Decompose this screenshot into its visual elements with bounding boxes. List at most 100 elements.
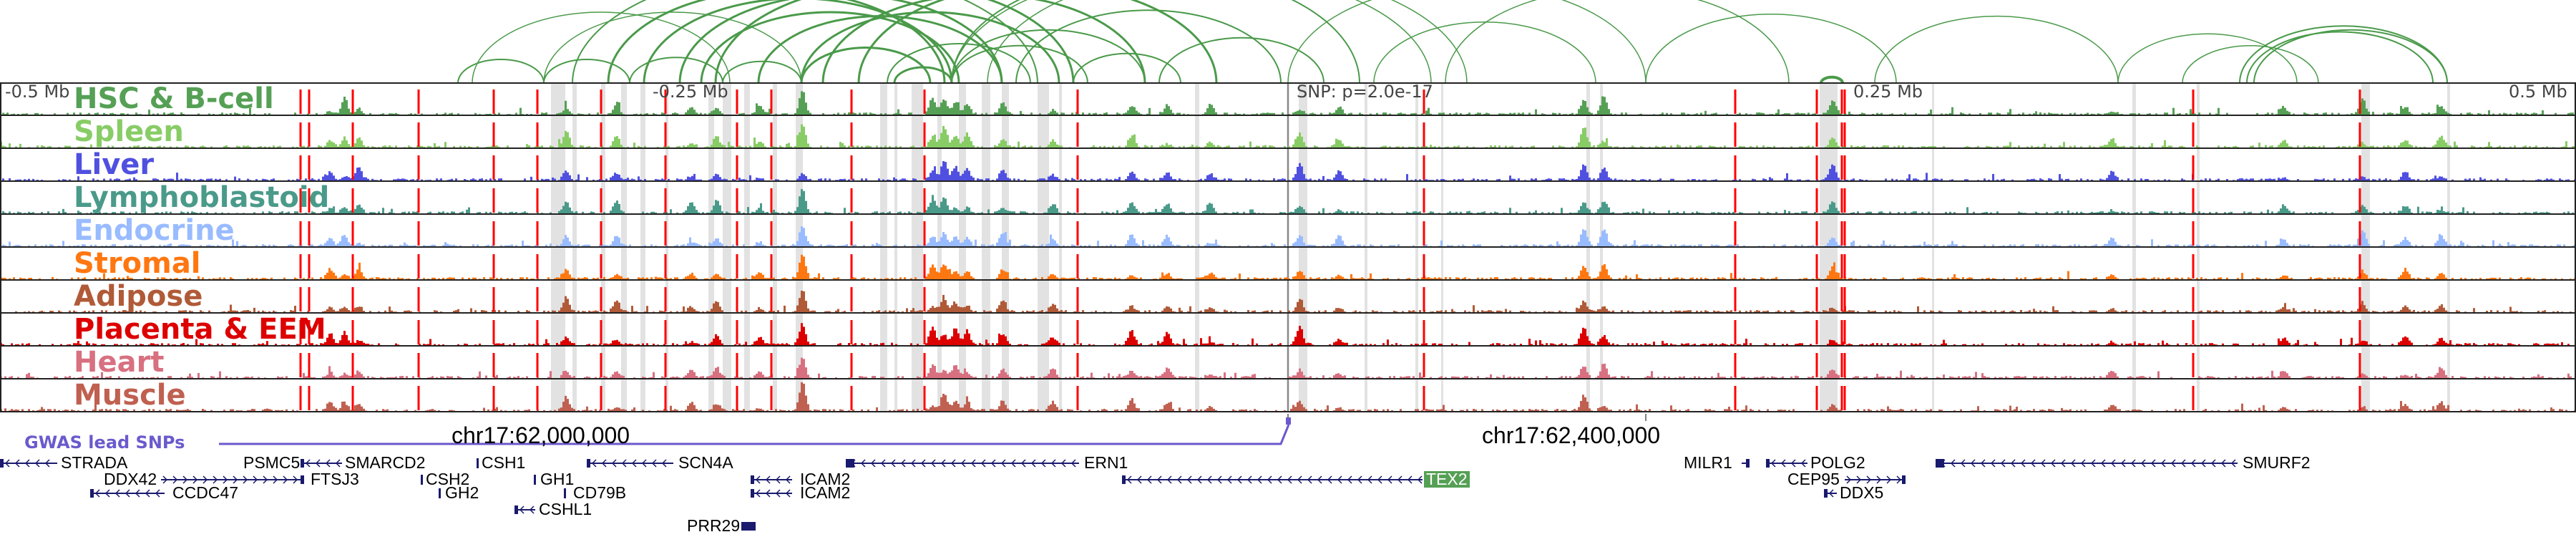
loop-arc [1073, 52, 1181, 83]
strand-arrow [2160, 459, 2166, 468]
loop-arc [2182, 45, 2319, 83]
loop-arc [714, 0, 1075, 83]
gene-gh2[interactable]: GH2 [445, 483, 479, 502]
gene-exon [1122, 475, 1126, 484]
gene-smarcd2[interactable]: SMARCD2 [345, 453, 426, 472]
loop-arc [1445, 0, 1790, 83]
strand-arrow [1856, 475, 1862, 484]
loop-arc [951, 29, 1146, 83]
gene-exon [301, 459, 304, 468]
gene-exon [90, 489, 94, 498]
strand-arrow [621, 459, 627, 468]
strand-arrow [1070, 459, 1076, 468]
gene-cd79b[interactable]: CD79B [573, 483, 627, 502]
strand-arrow [1980, 459, 1986, 468]
gene-ddx42[interactable]: DDX42 [104, 470, 157, 488]
strand-arrow [1287, 475, 1292, 484]
loop-arc [821, 0, 1146, 83]
gene-smurf2[interactable]: SMURF2 [2243, 453, 2311, 472]
strand-arrow [1327, 475, 1332, 484]
strand-arrow [641, 459, 647, 468]
strand-arrow [1780, 459, 1786, 468]
gene-exon [421, 475, 423, 485]
strand-arrow [755, 475, 761, 484]
strand-arrow [14, 459, 20, 468]
strand-arrow [1317, 475, 1322, 484]
strand-arrow [775, 475, 781, 484]
gene-exon [514, 505, 518, 514]
strand-arrow [34, 459, 40, 468]
strand-arrow [1357, 475, 1362, 484]
gene-exon [1824, 489, 1828, 498]
signal-heart [0, 357, 2572, 378]
gene-ddx5[interactable]: DDX5 [1840, 483, 1884, 502]
strand-arrow [2040, 459, 2046, 468]
strand-arrow [182, 475, 188, 484]
strand-arrow [785, 489, 791, 498]
strand-arrow [1800, 459, 1806, 468]
gene-exon [1902, 475, 1906, 484]
strand-arrow [135, 489, 140, 498]
strand-arrow [900, 459, 906, 468]
loop-arc [887, 43, 1031, 83]
gene-tex2-highlighted[interactable]: TEX2 [1424, 471, 1470, 488]
gene-ftsj3[interactable]: FTSJ3 [311, 470, 359, 488]
loop-arc [607, 0, 946, 83]
gene-milr1[interactable]: MILR1 [1684, 453, 1732, 472]
axis-label-0-5mb: 0.5 Mb [2509, 82, 2567, 102]
gwas-snp-link [219, 424, 1290, 445]
gene-polg2[interactable]: POLG2 [1810, 453, 1865, 472]
gene-strada[interactable]: STRADA [61, 453, 128, 472]
strand-arrow [293, 475, 298, 484]
strand-arrow [1876, 475, 1882, 484]
gene-exon [1746, 459, 1750, 468]
gene-prr29[interactable]: PRR29 [687, 516, 741, 535]
gene-csh1[interactable]: CSH1 [482, 453, 526, 472]
strand-arrow [2200, 459, 2206, 468]
loop-arc [951, 44, 1088, 83]
strand-arrow [44, 459, 50, 468]
strand-arrow [1407, 475, 1413, 484]
strand-arrow [233, 475, 238, 484]
strand-arrow [910, 459, 916, 468]
gene-cep95[interactable]: CEP95 [1787, 470, 1840, 488]
gene-cshl1[interactable]: CSHL1 [539, 500, 592, 518]
strand-arrow [1126, 475, 1132, 484]
strand-arrow [1267, 475, 1272, 484]
gene-exon [741, 522, 756, 531]
strand-arrow [1236, 475, 1242, 484]
strand-arrow [940, 459, 946, 468]
strand-arrow [2140, 459, 2146, 468]
gene-ccdc47[interactable]: CCDC47 [172, 483, 239, 502]
gene-gh1[interactable]: GH1 [540, 470, 575, 488]
gene-exon [751, 489, 754, 498]
strand-arrow [162, 475, 168, 484]
strand-arrow [1050, 459, 1056, 468]
strand-arrow [1866, 475, 1872, 484]
strand-arrow [775, 489, 781, 498]
strand-arrow [765, 489, 771, 498]
coordinate-label-62400000: chr17:62,400,000 [1482, 422, 1661, 448]
gene-exon [477, 458, 479, 468]
strand-arrow [325, 459, 331, 468]
axis-label-minus-0-5mb: -0.5 Mb [5, 82, 70, 102]
strand-arrow [1216, 475, 1222, 484]
strand-arrow [980, 459, 986, 468]
strand-arrow [890, 459, 896, 468]
strand-arrow [335, 459, 341, 468]
gene-ern1[interactable]: ERN1 [1084, 453, 1128, 472]
strand-arrow [2030, 459, 2036, 468]
gene-icam2-alt[interactable]: ICAM2 [800, 483, 851, 502]
gene-psmc5[interactable]: PSMC5 [243, 453, 301, 472]
strand-arrow [104, 489, 110, 498]
strand-arrow [1896, 475, 1902, 484]
strand-arrow [1010, 459, 1016, 468]
strand-arrow [1020, 459, 1026, 468]
gene-csh2[interactable]: CSH2 [426, 470, 470, 488]
loop-arc [700, 11, 960, 83]
strand-arrow [1176, 475, 1182, 484]
gene-scn4a[interactable]: SCN4A [678, 453, 733, 472]
loop-arc [2253, 29, 2448, 83]
gene-icam2[interactable]: ICAM2 [800, 470, 851, 488]
strand-arrow [1000, 459, 1006, 468]
